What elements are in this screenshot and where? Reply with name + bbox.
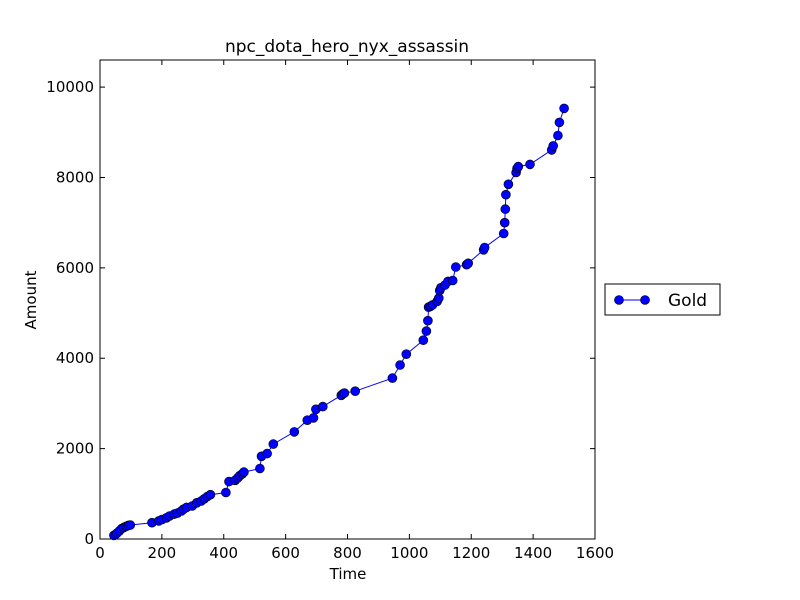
x-tick-label: 1000 bbox=[390, 544, 428, 562]
data-point bbox=[401, 349, 412, 360]
plot-frame bbox=[99, 59, 596, 540]
data-point bbox=[350, 386, 361, 397]
chart-title: npc_dota_hero_nyx_assassin bbox=[225, 37, 469, 57]
data-point bbox=[503, 179, 514, 190]
y-tick-label: 4000 bbox=[56, 349, 94, 367]
x-tick-label: 1200 bbox=[452, 544, 490, 562]
legend: Gold bbox=[604, 283, 721, 316]
data-point bbox=[525, 159, 535, 170]
data-point bbox=[421, 326, 432, 336]
data-point bbox=[221, 487, 231, 498]
data-point bbox=[308, 413, 319, 423]
x-tick-label: 1400 bbox=[514, 544, 552, 562]
x-tick-label: 800 bbox=[333, 544, 362, 562]
y-axis-label: Amount bbox=[22, 270, 40, 329]
y-tick-label: 8000 bbox=[56, 168, 94, 186]
data-point bbox=[205, 489, 216, 500]
legend-marker bbox=[640, 295, 650, 305]
data-point bbox=[387, 373, 398, 383]
x-tick-label: 0 bbox=[95, 544, 105, 562]
data-point bbox=[553, 130, 563, 141]
data-point bbox=[317, 401, 328, 412]
data-point bbox=[255, 463, 265, 474]
data-point bbox=[339, 388, 350, 398]
data-point bbox=[423, 315, 433, 326]
data-point bbox=[268, 439, 279, 449]
legend-label-gold: Gold bbox=[668, 291, 707, 311]
data-point bbox=[125, 520, 136, 530]
legend-marker bbox=[614, 295, 624, 305]
data-point bbox=[479, 242, 490, 253]
data-point bbox=[262, 448, 272, 459]
data-point bbox=[559, 103, 569, 114]
x-axis-ticks: 0 200 400 600 800 1000 1200 1400 1600 bbox=[95, 60, 614, 562]
plot-area bbox=[99, 59, 596, 541]
data-point bbox=[395, 360, 405, 370]
data-point bbox=[499, 217, 510, 228]
data-point bbox=[289, 427, 300, 437]
x-tick-label: 600 bbox=[271, 544, 300, 562]
data-point bbox=[498, 228, 509, 239]
y-tick-label: 0 bbox=[84, 530, 94, 548]
data-point bbox=[501, 189, 511, 200]
data-point bbox=[418, 335, 429, 346]
data-point bbox=[450, 262, 461, 272]
data-point bbox=[463, 258, 474, 269]
data-point bbox=[447, 275, 458, 286]
x-tick-label: 200 bbox=[148, 544, 177, 562]
data-point bbox=[548, 141, 559, 151]
y-tick-label: 2000 bbox=[56, 440, 94, 458]
series-layer bbox=[109, 103, 569, 541]
y-tick-label: 10000 bbox=[46, 78, 94, 96]
x-tick-label: 400 bbox=[209, 544, 238, 562]
data-point bbox=[513, 161, 524, 172]
data-point bbox=[500, 204, 511, 214]
x-tick-label: 1600 bbox=[576, 544, 614, 562]
x-axis-label: Time bbox=[329, 565, 367, 583]
y-axis-ticks: 0 2000 4000 6000 8000 10000 bbox=[46, 78, 595, 548]
data-point bbox=[554, 117, 565, 128]
y-tick-label: 6000 bbox=[56, 259, 94, 277]
data-point bbox=[239, 467, 249, 477]
